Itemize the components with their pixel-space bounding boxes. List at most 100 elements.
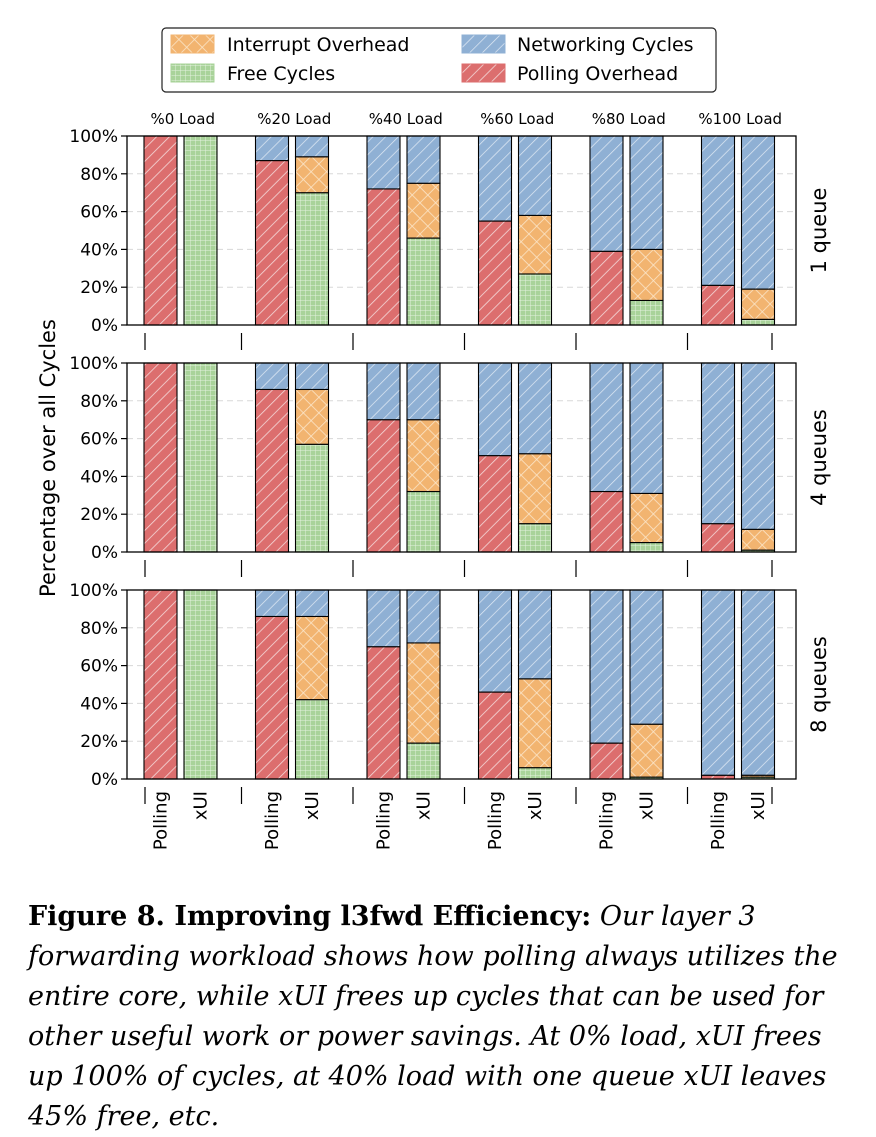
- interrupt-overhead-segment: [294, 156, 330, 194]
- y-tick-label: 100%: [69, 354, 118, 374]
- panel-frame: [126, 589, 797, 780]
- interrupt-overhead-segment: [517, 453, 553, 525]
- bar-label-polling: Polling: [374, 791, 395, 850]
- networking-cycles-segment: [740, 362, 776, 530]
- networking-cycles-segment: [477, 589, 513, 693]
- free-cycles-segment: [629, 299, 664, 326]
- y-tick-label: 20%: [80, 278, 118, 298]
- bar-label-polling: Polling: [485, 791, 506, 850]
- legend-label-free: Free Cycles: [227, 63, 335, 85]
- free-cycles-segment: [740, 318, 776, 326]
- networking-cycles-segment: [629, 135, 664, 250]
- free-cycles-segment: [517, 767, 553, 780]
- polling-overhead-segment: [143, 589, 178, 780]
- networking-cycles-segment: [700, 135, 736, 286]
- networking-cycles-segment: [294, 362, 330, 391]
- bar-label-xui: xUI: [748, 791, 769, 820]
- legend-swatch-polling: [461, 63, 506, 83]
- polling-overhead-segment: [589, 250, 624, 326]
- y-tick-label: 60%: [80, 203, 118, 223]
- networking-cycles-segment: [517, 362, 553, 455]
- free-cycles-segment: [183, 362, 218, 553]
- free-cycles-segment: [406, 742, 441, 780]
- networking-cycles-segment: [477, 362, 513, 457]
- panel-frame: [126, 362, 797, 553]
- free-cycles-segment: [629, 541, 664, 553]
- y-tick-label: 60%: [80, 430, 118, 450]
- bar-label-polling: Polling: [597, 791, 618, 850]
- panel-queue-label: 1 queue: [807, 188, 831, 274]
- free-cycles-segment: [294, 699, 330, 780]
- y-tick-label: 80%: [80, 165, 118, 185]
- free-cycles-segment: [517, 273, 553, 326]
- free-cycles-segment: [406, 490, 441, 553]
- free-cycles-segment: [294, 192, 330, 326]
- networking-cycles-segment: [254, 135, 290, 162]
- interrupt-overhead-segment: [294, 388, 330, 445]
- interrupt-overhead-segment: [740, 528, 776, 551]
- bar-label-xui: xUI: [414, 791, 435, 820]
- polling-overhead-segment: [366, 646, 401, 780]
- polling-overhead-segment: [366, 419, 401, 553]
- networking-cycles-segment: [366, 589, 401, 648]
- networking-cycles-segment: [517, 135, 553, 216]
- free-cycles-segment: [517, 523, 553, 553]
- networking-cycles-segment: [406, 362, 441, 421]
- load-label: %40 Load: [369, 110, 443, 128]
- networking-cycles-segment: [366, 135, 401, 190]
- bar-label-polling: Polling: [262, 791, 283, 850]
- polling-overhead-segment: [477, 691, 513, 780]
- y-tick-label: 0%: [91, 770, 118, 790]
- networking-cycles-segment: [254, 589, 290, 618]
- polling-overhead-segment: [589, 742, 624, 780]
- networking-cycles-segment: [740, 589, 776, 776]
- networking-cycles-segment: [589, 135, 624, 252]
- polling-overhead-segment: [700, 284, 736, 326]
- networking-cycles-segment: [517, 589, 553, 680]
- polling-overhead-segment: [143, 362, 178, 553]
- networking-cycles-segment: [589, 589, 624, 744]
- y-tick-label: 20%: [80, 732, 118, 752]
- networking-cycles-segment: [366, 362, 401, 421]
- bar-label-polling: Polling: [151, 791, 172, 850]
- bar-label-xui: xUI: [637, 791, 658, 820]
- legend-swatch-free: [170, 63, 215, 83]
- load-label: %60 Load: [480, 110, 554, 128]
- networking-cycles-segment: [629, 589, 664, 725]
- interrupt-overhead-segment: [517, 678, 553, 769]
- interrupt-overhead-segment: [406, 182, 441, 239]
- interrupt-overhead-segment: [740, 288, 776, 320]
- polling-overhead-segment: [254, 615, 290, 780]
- legend-label-networking: Networking Cycles: [517, 34, 694, 56]
- networking-cycles-segment: [700, 589, 736, 776]
- free-cycles-segment: [406, 237, 441, 326]
- networking-cycles-segment: [406, 589, 441, 644]
- interrupt-overhead-segment: [406, 419, 441, 493]
- polling-overhead-segment: [477, 455, 513, 553]
- networking-cycles-segment: [629, 362, 664, 494]
- free-cycles-segment: [294, 443, 330, 553]
- interrupt-overhead-segment: [406, 642, 441, 744]
- polling-overhead-segment: [477, 220, 513, 326]
- panel-2: 0% 20% 40% 60% 80% 100% 4 queues: [69, 354, 831, 577]
- interrupt-overhead-segment: [629, 248, 664, 301]
- panel-3: 0% 20% 40% 60% 80% 100% 8 queues: [69, 581, 831, 804]
- panel-queue-label: 8 queues: [807, 636, 831, 733]
- bar-label-xui: xUI: [191, 791, 212, 820]
- panel-1: 0% 20% 40% 60% 80% 100% 1 queue: [69, 127, 831, 350]
- interrupt-overhead-segment: [294, 615, 330, 701]
- free-cycles-segment: [183, 135, 218, 326]
- networking-cycles-segment: [294, 589, 330, 618]
- load-label: %0 Load: [150, 110, 215, 128]
- load-label: %80 Load: [592, 110, 666, 128]
- networking-cycles-segment: [589, 362, 624, 493]
- legend-swatch-networking: [461, 34, 506, 54]
- y-tick-label: 60%: [80, 657, 118, 677]
- y-tick-label: 40%: [80, 240, 118, 260]
- panel-frame: [126, 135, 797, 326]
- polling-overhead-segment: [589, 490, 624, 553]
- bar-label-xui: xUI: [525, 791, 546, 820]
- y-tick-label: 0%: [91, 543, 118, 563]
- interrupt-overhead-segment: [629, 723, 664, 778]
- networking-cycles-segment: [477, 135, 513, 222]
